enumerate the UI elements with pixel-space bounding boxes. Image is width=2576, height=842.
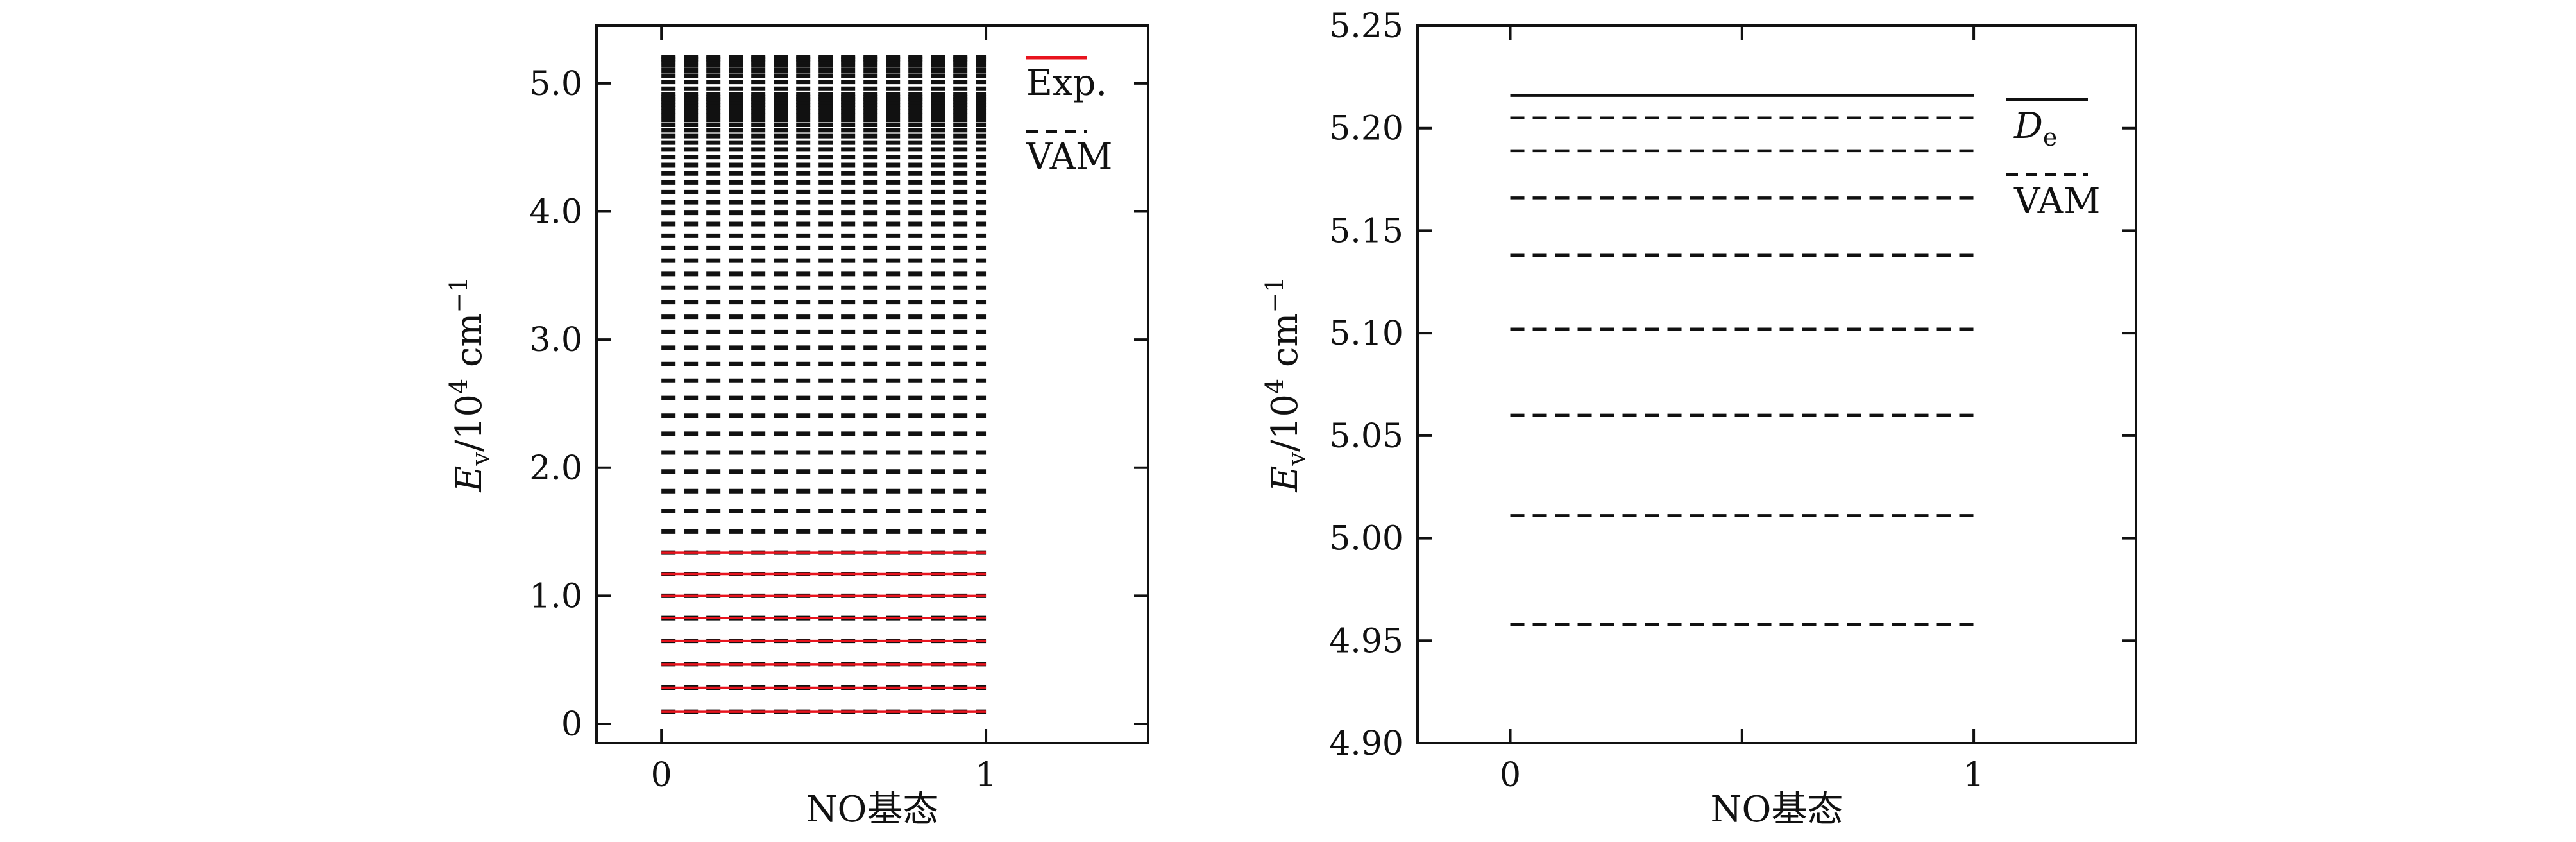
y-axis-title-part: 4	[1260, 379, 1289, 394]
y-axis-title-part: 4	[445, 379, 473, 394]
y-tick-label: 5.15	[1329, 212, 1403, 250]
x-tick-label: 1	[1963, 756, 1985, 795]
y-axis-title-part: cm	[448, 313, 490, 379]
legend-label: VAM	[1026, 136, 1112, 178]
y-tick-label: 3.0	[529, 321, 582, 359]
y-tick-label: 0	[561, 705, 582, 744]
x-axis-title: NO基态	[806, 789, 939, 830]
left-chart-energy-levels: 0 1.0 2.0 3.0 4.0 5.0 0 1 NO基态 Ev/104 cm−1 Exp. VAM	[445, 24, 1149, 830]
y-axis-title-part: cm	[1264, 313, 1306, 379]
y-axis-title-part: /10	[448, 394, 490, 452]
y-tick-label: 5.25	[1329, 7, 1403, 46]
y-tick-label: 2.0	[529, 449, 582, 488]
y-tick-label: 4.95	[1329, 622, 1403, 660]
series-vam	[1510, 116, 1974, 626]
y-axis-title-part: E	[448, 466, 490, 493]
x-tick-label: 0	[651, 756, 672, 795]
y-tick-label: 5.20	[1329, 110, 1403, 148]
y-axis-title-part: /10	[1264, 394, 1306, 452]
y-tick-label: 1.0	[529, 577, 582, 615]
plot-frame	[1416, 24, 2137, 744]
right-chart-energy-levels-zoom: 4.90 4.95 5.00 5.05 5.10 5.15 5.20 5.25 0 1 NO基态 Ev…	[1260, 7, 2137, 830]
y-tick-label: 5.05	[1329, 417, 1403, 456]
x-tick-label: 0	[1500, 756, 1521, 795]
legend-label: VAM	[2013, 180, 2100, 222]
series-vam	[661, 55, 987, 714]
y-tick-label: 5.00	[1329, 520, 1403, 558]
y-axis-title: Ev/104 cm−1	[1260, 277, 1310, 493]
legend: De VAM	[2006, 98, 2100, 222]
y-tick-label: 4.0	[529, 193, 582, 231]
y-axis-title-part: −1	[445, 277, 473, 313]
y-axis-title: Ev/104 cm−1	[445, 277, 495, 493]
x-axis-title: NO基态	[1711, 789, 1843, 830]
plot-frame	[595, 24, 1149, 744]
y-tick-label: 5.0	[529, 65, 582, 103]
series-exp-	[661, 551, 987, 713]
x-tick-label: 1	[976, 756, 997, 795]
y-axis-title-part: −1	[1260, 277, 1289, 313]
legend-label: De	[2013, 105, 2057, 151]
y-axis-title-part: v	[1282, 452, 1310, 467]
y-axis-title-part: v	[466, 452, 495, 467]
y-axis-title-part: E	[1264, 466, 1306, 493]
y-tick-label: 5.10	[1329, 314, 1403, 353]
legend: Exp. VAM	[1026, 56, 1112, 178]
legend-label: Exp.	[1026, 62, 1107, 104]
y-tick-label: 4.90	[1329, 725, 1403, 763]
